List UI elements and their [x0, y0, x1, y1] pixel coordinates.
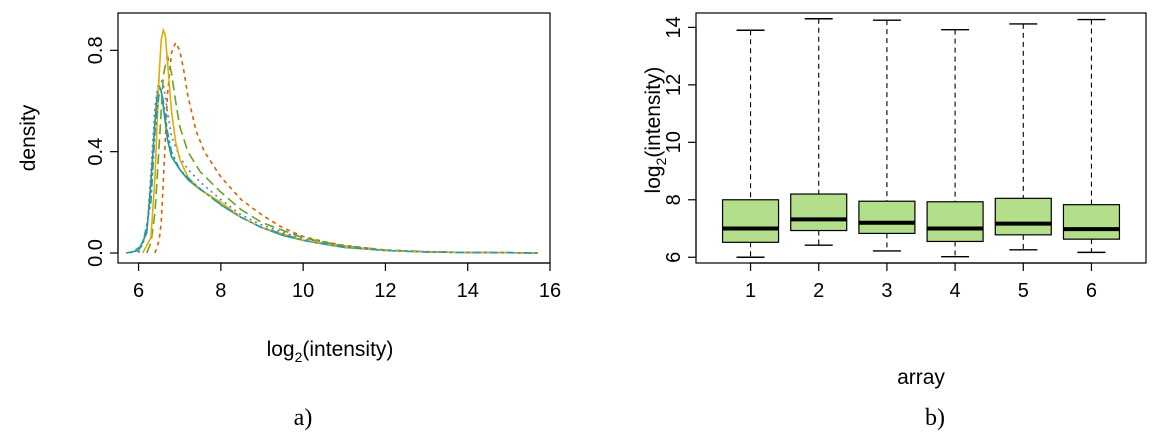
iqr-box [721, 199, 780, 243]
density-series-6 [129, 89, 538, 254]
box-x-tick-label: 4 [950, 280, 961, 302]
box-x-tick-label: 2 [813, 280, 824, 302]
panel-b-label: b) [925, 405, 945, 431]
box-5 [994, 23, 1052, 251]
density-plot: 6 8 10 12 14 16 0.0 0.4 0.8 log2(intensity) den… [17, 12, 561, 431]
box-x-axis: 1 2 3 4 5 6 [745, 262, 1097, 302]
box-y-tick-label: 10 [663, 131, 685, 153]
box-y-axis-label: log2(intensity) [642, 67, 669, 194]
density-y-tick-label: 0.0 [85, 239, 107, 267]
iqr-box [994, 197, 1052, 236]
density-x-tick-label: 12 [374, 280, 396, 302]
iqr-box [926, 201, 984, 243]
box-y-tick-label: 6 [663, 252, 685, 263]
box-x-axis-label: array [897, 366, 945, 389]
density-x-axis: 6 8 10 12 14 16 [133, 262, 561, 302]
panel-a-label: a) [294, 405, 313, 431]
box-3 [858, 19, 916, 252]
box-4 [926, 28, 984, 258]
density-x-tick-label: 8 [215, 280, 226, 302]
box-x-tick-label: 6 [1086, 280, 1097, 302]
density-plot-frame [117, 12, 551, 264]
box-x-tick-label: 5 [1018, 280, 1029, 302]
density-series-3 [137, 76, 538, 254]
density-x-tick-label: 16 [539, 280, 561, 302]
box-y-tick-label: 12 [663, 74, 685, 96]
box-y-axis: 6 8 10 12 14 [663, 16, 697, 263]
density-x-tick-label: 14 [457, 280, 479, 302]
density-series-5 [141, 27, 538, 254]
density-y-tick-label: 0.4 [85, 138, 107, 166]
box-x-tick-label: 1 [745, 280, 756, 302]
density-x-axis-label: log2(intensity) [267, 338, 394, 365]
box-x-tick-label: 3 [881, 280, 892, 302]
iqr-box [1062, 204, 1121, 240]
density-series-2 [154, 40, 538, 254]
box-6 [1062, 18, 1121, 254]
density-y-tick-label: 0.8 [85, 36, 107, 64]
density-x-tick-label: 10 [292, 280, 314, 302]
iqr-box [790, 193, 848, 232]
density-y-axis: 0.0 0.4 0.8 [85, 36, 119, 267]
density-series-1 [126, 83, 538, 254]
iqr-box [858, 200, 916, 235]
box-1 [721, 29, 780, 258]
density-x-tick-label: 6 [133, 280, 144, 302]
density-curves [126, 27, 538, 254]
density-y-axis-label: density [17, 104, 40, 171]
box-y-tick-label: 8 [663, 194, 685, 205]
box-2 [790, 18, 848, 246]
box-plot-boxes [721, 18, 1121, 258]
box-y-tick-label: 14 [663, 16, 685, 38]
